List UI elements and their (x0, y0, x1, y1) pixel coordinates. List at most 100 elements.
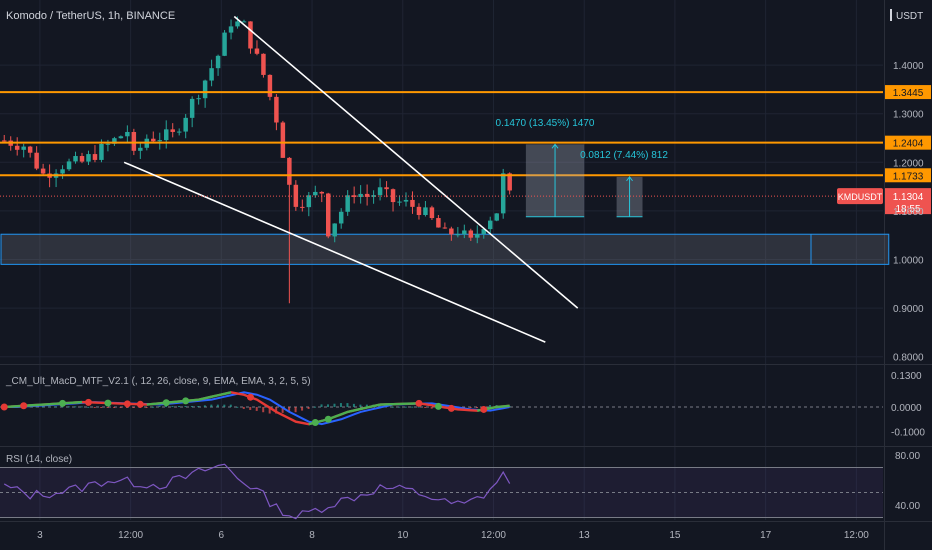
candle[interactable] (494, 213, 499, 222)
candle[interactable] (429, 205, 435, 220)
candle-body (429, 207, 435, 219)
candle-body (189, 98, 195, 118)
candle[interactable] (319, 191, 324, 203)
candle[interactable] (364, 184, 370, 206)
candle[interactable] (261, 53, 266, 78)
trendline[interactable] (233, 15, 579, 309)
candle[interactable] (338, 208, 344, 229)
candle[interactable] (371, 190, 376, 204)
candle[interactable] (14, 137, 20, 156)
candle[interactable] (222, 30, 227, 57)
candle-body (293, 184, 299, 207)
macd-cross-dot (480, 405, 488, 413)
candle[interactable] (390, 188, 396, 212)
candle[interactable] (170, 123, 175, 138)
time-axis-tick: 13 (579, 530, 591, 541)
macd-cross-dot (447, 404, 455, 412)
candle[interactable] (462, 224, 467, 239)
candle[interactable] (157, 132, 162, 150)
macd-hist-bar (365, 404, 368, 407)
candle[interactable] (423, 200, 428, 217)
candle[interactable] (176, 128, 182, 136)
support-zone[interactable] (0, 233, 890, 265)
candle[interactable] (79, 152, 85, 164)
candle-body (507, 173, 512, 191)
candle[interactable] (183, 114, 188, 139)
macd-cross-dot (434, 402, 442, 410)
candle[interactable] (475, 225, 480, 244)
candle[interactable] (66, 158, 72, 171)
candle[interactable] (202, 79, 208, 108)
candle[interactable] (151, 131, 156, 143)
candle[interactable] (60, 165, 65, 179)
macd-hist-bar (398, 406, 401, 408)
candle[interactable] (481, 227, 486, 239)
candle[interactable] (384, 181, 389, 198)
candle[interactable] (345, 190, 350, 216)
candle[interactable] (377, 178, 383, 201)
candle[interactable] (326, 192, 331, 239)
candle-body (261, 53, 266, 75)
candle[interactable] (500, 168, 506, 219)
candle[interactable] (215, 54, 221, 76)
candle-body (118, 136, 124, 139)
candle[interactable] (189, 96, 195, 128)
macd-hist-bar (61, 406, 64, 408)
candle[interactable] (267, 74, 273, 101)
candle[interactable] (86, 150, 91, 166)
candle[interactable] (332, 223, 337, 243)
candle[interactable] (254, 40, 260, 56)
candle-body (377, 187, 383, 196)
candle[interactable] (27, 145, 33, 158)
candle[interactable] (403, 192, 409, 207)
candle[interactable] (241, 19, 247, 23)
candle[interactable] (164, 120, 169, 149)
candle[interactable] (397, 195, 402, 206)
macd-hist-bar (41, 406, 44, 408)
candle[interactable] (34, 146, 39, 171)
candle[interactable] (449, 226, 454, 241)
candle[interactable] (274, 93, 279, 131)
trendline[interactable] (123, 161, 546, 343)
rsi-line (3, 463, 511, 520)
candle[interactable] (118, 135, 124, 139)
macd-cross-dot (104, 399, 112, 407)
candle[interactable] (125, 125, 130, 143)
candle-body (209, 68, 214, 81)
candle[interactable] (209, 59, 214, 87)
candle[interactable] (300, 199, 305, 212)
candle[interactable] (468, 228, 474, 242)
candle[interactable] (196, 94, 201, 105)
macd-hist-bar (190, 406, 193, 408)
candle[interactable] (442, 222, 448, 229)
candle[interactable] (248, 21, 253, 54)
macd-hist-bar (93, 407, 96, 408)
candle[interactable] (287, 157, 292, 304)
candle[interactable] (488, 216, 493, 235)
macd-hist-bar (294, 407, 297, 413)
macd-cross-dot (84, 398, 92, 406)
candle[interactable] (306, 191, 312, 217)
candle[interactable] (358, 185, 363, 204)
candle[interactable] (92, 145, 98, 163)
candle-body (112, 138, 117, 144)
candle[interactable] (40, 163, 46, 176)
candle[interactable] (21, 143, 26, 158)
candle[interactable] (410, 191, 415, 214)
candle[interactable] (228, 19, 234, 40)
candle[interactable] (112, 136, 117, 146)
macd-hist-bar (152, 406, 155, 408)
candle[interactable] (138, 143, 143, 159)
candle[interactable] (455, 227, 461, 238)
candles (2, 16, 512, 304)
candle[interactable] (436, 214, 441, 228)
candle[interactable] (2, 134, 7, 142)
rsi-title: RSI (14, close) (6, 454, 72, 465)
candle[interactable] (293, 180, 299, 211)
candle[interactable] (73, 151, 78, 164)
candle-body (319, 191, 324, 194)
candle[interactable] (416, 203, 422, 220)
candle[interactable] (280, 120, 286, 158)
grid-lines (0, 0, 883, 520)
